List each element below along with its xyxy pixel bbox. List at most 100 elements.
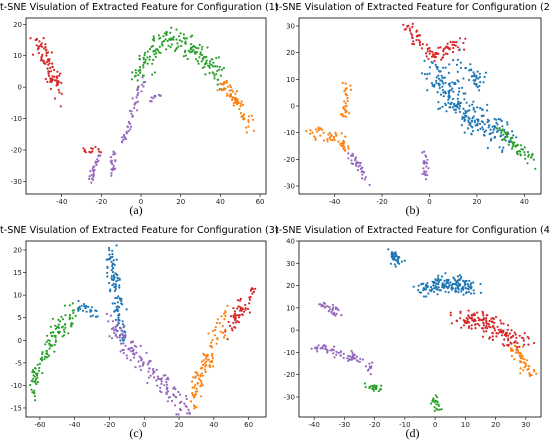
point-green xyxy=(150,45,153,48)
point-green xyxy=(371,385,375,388)
point-blue xyxy=(478,122,482,125)
point-blue xyxy=(475,84,478,87)
x-tick-label: -30 xyxy=(339,421,350,427)
point-red xyxy=(462,324,466,327)
point-blue xyxy=(457,100,460,103)
point-green xyxy=(534,167,537,170)
point-purple xyxy=(134,366,137,369)
point-red xyxy=(523,343,526,346)
point-green xyxy=(144,58,147,62)
point-purple xyxy=(165,383,169,386)
point-blue xyxy=(468,279,471,282)
y-tick-label: -20 xyxy=(11,147,22,155)
point-red xyxy=(514,333,517,336)
point-blue xyxy=(115,258,118,261)
point-purple xyxy=(108,335,111,338)
point-purple xyxy=(174,404,177,407)
point-red xyxy=(232,321,235,324)
y-tick-label: 30 xyxy=(286,23,295,31)
point-orange xyxy=(199,374,202,377)
point-red xyxy=(50,80,53,83)
point-red xyxy=(36,48,39,51)
series-purple xyxy=(105,312,191,416)
point-red xyxy=(53,68,56,72)
point-purple xyxy=(131,97,134,100)
point-green xyxy=(200,53,204,57)
point-green xyxy=(53,350,56,353)
data-points xyxy=(305,22,537,186)
point-purple xyxy=(350,349,353,352)
point-orange xyxy=(342,143,345,146)
point-green xyxy=(63,304,67,307)
point-green xyxy=(430,402,433,405)
x-tick-label: 60 xyxy=(256,198,265,204)
point-purple xyxy=(337,309,340,312)
point-green xyxy=(44,343,47,346)
point-red xyxy=(466,321,469,324)
point-orange xyxy=(520,352,523,355)
point-green xyxy=(165,48,168,51)
point-blue xyxy=(468,69,471,72)
point-green xyxy=(190,47,193,51)
point-orange xyxy=(193,386,196,389)
point-green xyxy=(139,71,142,74)
point-orange xyxy=(224,334,227,337)
point-orange xyxy=(206,358,209,361)
point-orange xyxy=(523,366,526,369)
point-red xyxy=(244,307,247,310)
point-green xyxy=(377,390,380,393)
point-purple xyxy=(137,85,140,88)
point-purple xyxy=(136,94,139,97)
point-green xyxy=(64,323,67,326)
point-orange xyxy=(521,357,524,360)
series-purple xyxy=(347,150,430,186)
point-blue xyxy=(434,284,437,288)
point-red xyxy=(90,147,93,150)
point-blue xyxy=(467,127,470,130)
point-red xyxy=(468,325,471,328)
point-purple xyxy=(325,348,328,351)
x-tick-label: 0 xyxy=(142,421,146,427)
point-blue xyxy=(112,274,115,277)
point-blue xyxy=(115,244,118,247)
series-orange xyxy=(305,81,352,152)
point-purple xyxy=(326,305,329,308)
point-orange xyxy=(191,386,194,389)
point-green xyxy=(151,73,154,76)
point-green xyxy=(185,37,188,40)
series-blue xyxy=(420,48,518,154)
point-blue xyxy=(78,306,81,309)
point-purple xyxy=(358,360,361,363)
point-red xyxy=(476,311,479,314)
point-red xyxy=(58,91,61,94)
point-purple xyxy=(337,351,340,354)
point-blue xyxy=(116,276,119,279)
point-red xyxy=(37,52,40,55)
point-purple xyxy=(128,122,132,125)
point-green xyxy=(512,143,515,146)
panel-caption: (a) xyxy=(129,203,143,217)
point-blue xyxy=(444,290,447,293)
point-green xyxy=(180,44,183,48)
point-green xyxy=(33,395,37,398)
point-blue xyxy=(446,279,449,282)
point-green xyxy=(143,53,146,57)
point-blue xyxy=(449,103,452,106)
point-purple xyxy=(109,160,112,163)
point-orange xyxy=(201,374,205,377)
point-blue xyxy=(499,135,502,138)
point-blue xyxy=(441,85,444,88)
point-blue xyxy=(119,339,122,342)
point-red xyxy=(441,56,445,59)
point-orange xyxy=(327,133,330,136)
point-red xyxy=(454,44,457,47)
point-green xyxy=(39,357,42,360)
point-blue xyxy=(465,292,468,295)
point-blue xyxy=(106,275,109,278)
point-orange xyxy=(232,104,235,107)
point-blue xyxy=(441,282,444,285)
point-red xyxy=(43,47,46,50)
point-green xyxy=(190,43,193,46)
point-purple xyxy=(139,344,142,347)
point-purple xyxy=(142,85,145,88)
